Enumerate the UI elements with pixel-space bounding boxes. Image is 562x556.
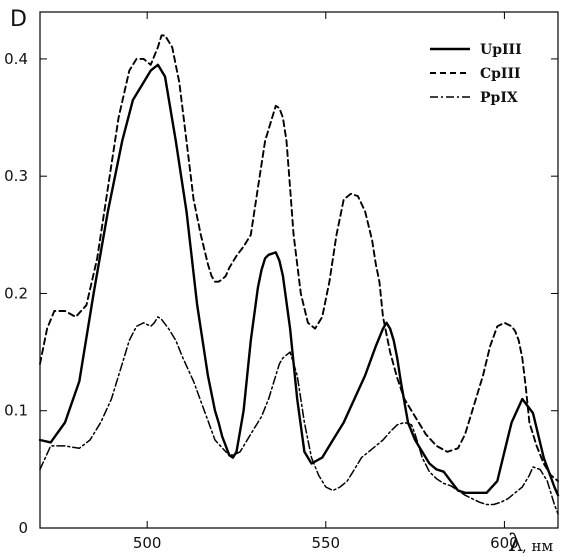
- y-tick-label: 0.2: [4, 284, 28, 302]
- series-line-ppix: [39, 316, 559, 515]
- x-axis-label-unit: , нм: [522, 537, 554, 555]
- series-layer: [38, 34, 560, 515]
- ticks-layer: 500 550 600 0 0.1 0.2 0.3 0.4: [4, 12, 558, 552]
- x-axis-label-symbol: λ: [508, 529, 523, 556]
- legend-label-cppiii: CpIII: [480, 66, 521, 82]
- x-tick-label: 550: [311, 534, 340, 552]
- y-tick-label: 0: [18, 519, 28, 537]
- y-tick-label: 0.1: [4, 402, 28, 420]
- y-tick-label: 0.3: [4, 167, 28, 185]
- plot-area: [39, 11, 559, 529]
- legend: UpIII CpIII PpIX: [430, 42, 522, 106]
- legend-label-ppix: PpIX: [480, 90, 518, 106]
- x-tick-label: 500: [133, 534, 162, 552]
- series-line-cpiii: [39, 34, 559, 483]
- y-axis-label: D: [10, 7, 27, 32]
- x-axis-label: λ , нм: [508, 529, 554, 556]
- legend-label-uppiii: UpIII: [480, 42, 522, 58]
- x-tick-label: 600: [490, 534, 519, 552]
- plot-frame: [39, 11, 559, 529]
- y-tick-label: 0.4: [4, 50, 28, 68]
